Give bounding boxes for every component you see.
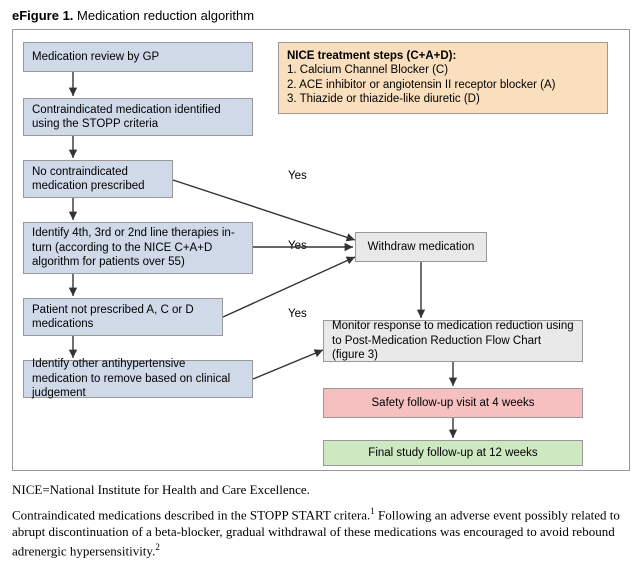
step-stopp-identified: Contraindicated medication identified us…: [23, 98, 253, 136]
step-withdraw: Withdraw medication: [355, 232, 487, 262]
nice-steps-box: NICE treatment steps (C+A+D): 1. Calcium…: [278, 42, 608, 114]
step-not-prescribed-acd: Patient not prescribed A, C or D medicat…: [23, 298, 223, 336]
step-identify-line-therapies: Identify 4th, 3rd or 2nd line therapies …: [23, 222, 253, 274]
footnote-nice-abbrev: NICE=National Institute for Health and C…: [12, 481, 628, 499]
figure-title-text: Medication reduction algorithm: [73, 8, 254, 23]
ref-2: 2: [155, 542, 160, 552]
step-gp-review: Medication review by GP: [23, 42, 253, 72]
algorithm-diagram: NICE treatment steps (C+A+D): 1. Calcium…: [12, 29, 630, 471]
figure-title-prefix: eFigure 1.: [12, 8, 73, 23]
step-identify-other: Identify other antihypertensive medicati…: [23, 360, 253, 398]
step-monitor: Monitor response to medication reduction…: [323, 320, 583, 362]
nice-line3: 3. Thiazide or thiazide-like diuretic (D…: [287, 93, 480, 105]
yes-label-3: Yes: [288, 308, 307, 320]
nice-line2: 2. ACE inhibitor or angiotensin II recep…: [287, 79, 555, 91]
step-safety-followup: Safety follow-up visit at 4 weeks: [323, 388, 583, 418]
nice-line1: 1. Calcium Channel Blocker (C): [287, 64, 448, 76]
nice-heading: NICE treatment steps (C+A+D):: [287, 50, 456, 62]
figure-title: eFigure 1. Medication reduction algorith…: [12, 8, 628, 23]
step-no-contraindicated: No contraindicated medication prescribed: [23, 160, 173, 198]
step-final-followup: Final study follow-up at 12 weeks: [323, 440, 583, 466]
yes-label-2: Yes: [288, 240, 307, 252]
yes-label-1: Yes: [288, 170, 307, 182]
